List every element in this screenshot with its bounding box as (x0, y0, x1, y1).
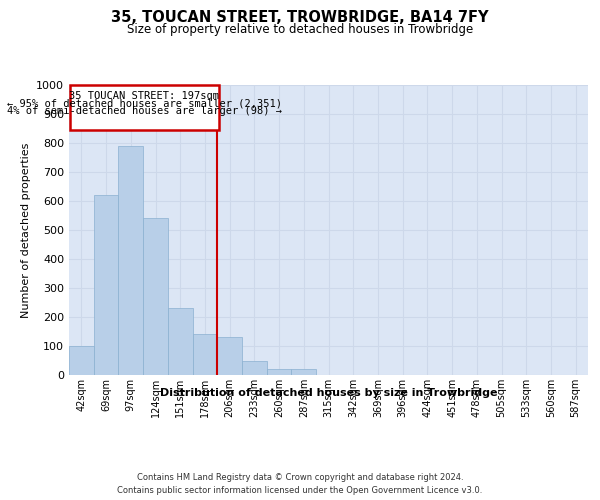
Bar (118, 146, 143, 375)
Text: 35 TOUCAN STREET: 197sqm: 35 TOUCAN STREET: 197sqm (70, 92, 220, 102)
Bar (193, 334, 217, 375)
Bar (143, 218, 168, 375)
Text: 4% of semi-detached houses are larger (98) →: 4% of semi-detached houses are larger (9… (7, 106, 282, 116)
Text: ← 95% of detached houses are smaller (2,351): ← 95% of detached houses are smaller (2,… (7, 98, 282, 108)
Text: Contains HM Land Registry data © Crown copyright and database right 2024.
Contai: Contains HM Land Registry data © Crown c… (118, 474, 482, 495)
Text: Size of property relative to detached houses in Trowbridge: Size of property relative to detached ho… (127, 22, 473, 36)
Bar (242, 360, 267, 375)
Bar (292, 369, 316, 375)
Bar (168, 308, 193, 375)
Text: 35, TOUCAN STREET, TROWBRIDGE, BA14 7FY: 35, TOUCAN STREET, TROWBRIDGE, BA14 7FY (111, 10, 489, 25)
Y-axis label: Number of detached properties: Number of detached properties (20, 142, 31, 318)
FancyBboxPatch shape (70, 85, 218, 130)
Bar (69, 346, 94, 375)
Bar (267, 369, 292, 375)
Bar (217, 338, 242, 375)
Text: Distribution of detached houses by size in Trowbridge: Distribution of detached houses by size … (160, 388, 497, 398)
Bar (94, 195, 118, 375)
